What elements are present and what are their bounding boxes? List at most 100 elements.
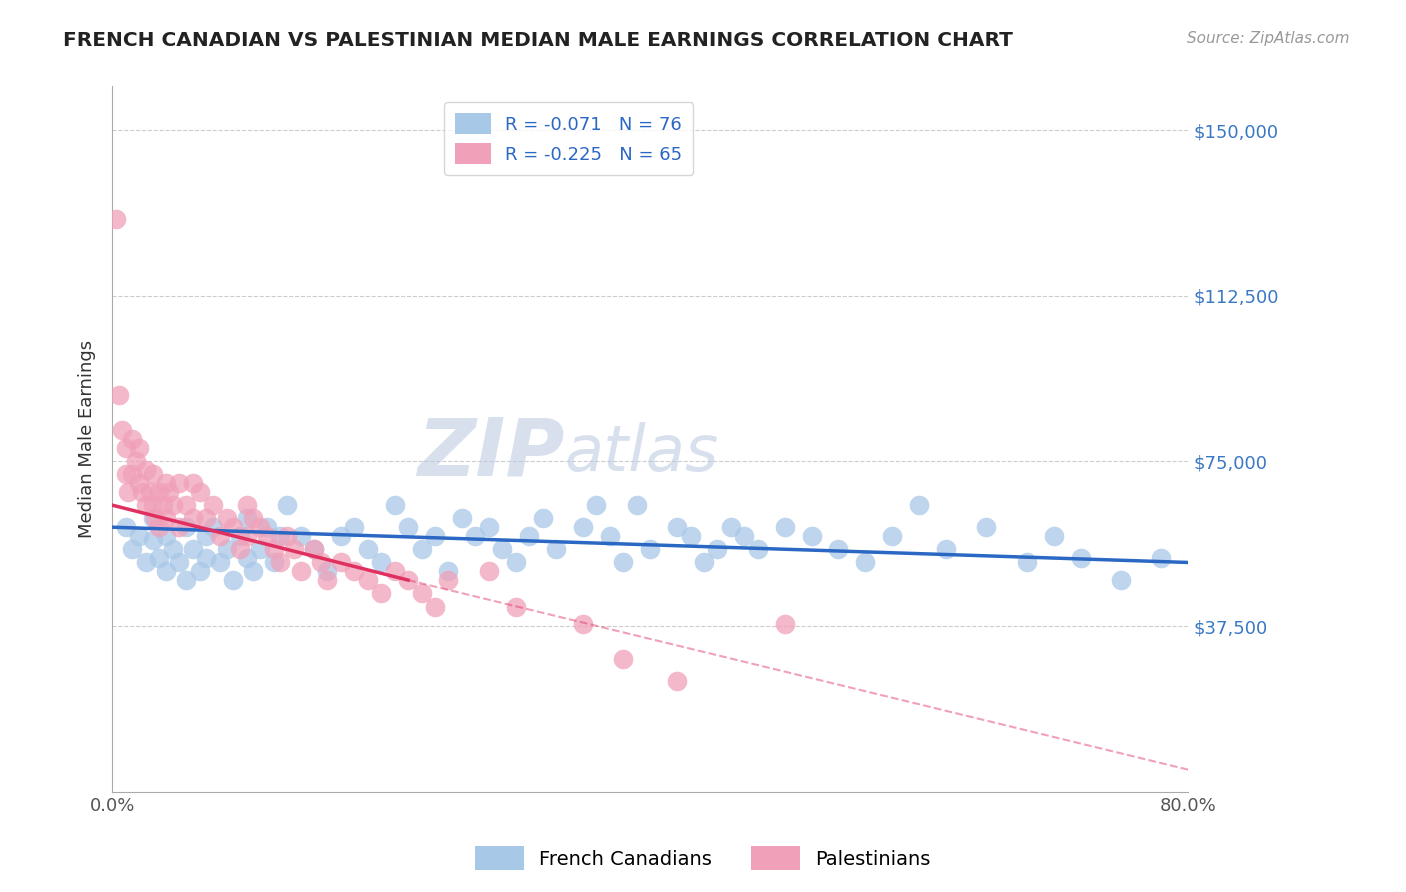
Point <box>188 564 211 578</box>
Point <box>114 520 136 534</box>
Point <box>174 520 197 534</box>
Point <box>679 529 702 543</box>
Point <box>343 520 366 534</box>
Point <box>976 520 998 534</box>
Point <box>572 520 595 534</box>
Point <box>357 573 380 587</box>
Point <box>135 463 157 477</box>
Point <box>329 529 352 543</box>
Point <box>155 476 177 491</box>
Point <box>169 476 191 491</box>
Point <box>155 529 177 543</box>
Point <box>384 564 406 578</box>
Point <box>131 484 153 499</box>
Point <box>249 542 271 557</box>
Point <box>181 511 204 525</box>
Point <box>437 564 460 578</box>
Point <box>157 484 180 499</box>
Point <box>135 556 157 570</box>
Point <box>411 542 433 557</box>
Point <box>800 529 823 543</box>
Point <box>853 556 876 570</box>
Legend: R = -0.071   N = 76, R = -0.225   N = 65: R = -0.071 N = 76, R = -0.225 N = 65 <box>444 103 693 175</box>
Point <box>256 529 278 543</box>
Point <box>666 674 689 689</box>
Y-axis label: Median Male Earnings: Median Male Earnings <box>79 340 96 538</box>
Point <box>152 498 174 512</box>
Point <box>612 556 634 570</box>
Point <box>108 388 131 402</box>
Text: FRENCH CANADIAN VS PALESTINIAN MEDIAN MALE EARNINGS CORRELATION CHART: FRENCH CANADIAN VS PALESTINIAN MEDIAN MA… <box>63 31 1014 50</box>
Point <box>229 542 252 557</box>
Point <box>612 652 634 666</box>
Point <box>478 520 501 534</box>
Point <box>585 498 607 512</box>
Point <box>148 484 170 499</box>
Point <box>195 551 218 566</box>
Point <box>174 498 197 512</box>
Point <box>290 529 312 543</box>
Point <box>1109 573 1132 587</box>
Point <box>370 586 392 600</box>
Point <box>302 542 325 557</box>
Point <box>121 432 143 446</box>
Point <box>733 529 755 543</box>
Point <box>162 542 184 557</box>
Point <box>302 542 325 557</box>
Point <box>370 556 392 570</box>
Point <box>773 520 796 534</box>
Point <box>105 211 128 226</box>
Point <box>329 556 352 570</box>
Point <box>517 529 540 543</box>
Point <box>1150 551 1173 566</box>
Point <box>263 542 285 557</box>
Point <box>544 542 567 557</box>
Point <box>666 520 689 534</box>
Point <box>411 586 433 600</box>
Point <box>142 533 165 548</box>
Point <box>343 564 366 578</box>
Point <box>626 498 648 512</box>
Point <box>162 498 184 512</box>
Text: atlas: atlas <box>564 422 718 484</box>
Point <box>396 520 419 534</box>
Point <box>169 520 191 534</box>
Point <box>935 542 957 557</box>
Point <box>491 542 513 557</box>
Text: ZIP: ZIP <box>416 414 564 492</box>
Point <box>599 529 621 543</box>
Point <box>827 542 849 557</box>
Point <box>155 564 177 578</box>
Point <box>181 476 204 491</box>
Point <box>229 529 252 543</box>
Point <box>423 599 446 614</box>
Point <box>693 556 716 570</box>
Point <box>235 551 257 566</box>
Point <box>148 551 170 566</box>
Point <box>706 542 728 557</box>
Point <box>908 498 931 512</box>
Point <box>464 529 486 543</box>
Point <box>505 556 527 570</box>
Point <box>747 542 769 557</box>
Point <box>1042 529 1064 543</box>
Point <box>188 484 211 499</box>
Point <box>155 511 177 525</box>
Point <box>531 511 554 525</box>
Point <box>263 556 285 570</box>
Point <box>121 542 143 557</box>
Point <box>316 564 339 578</box>
Point <box>478 564 501 578</box>
Point <box>215 511 238 525</box>
Point <box>202 520 225 534</box>
Point <box>222 573 245 587</box>
Point <box>451 511 474 525</box>
Point <box>437 573 460 587</box>
Point <box>276 529 298 543</box>
Point <box>181 542 204 557</box>
Point <box>143 511 166 525</box>
Text: Source: ZipAtlas.com: Source: ZipAtlas.com <box>1187 31 1350 46</box>
Point <box>384 498 406 512</box>
Point <box>269 529 291 543</box>
Point <box>174 573 197 587</box>
